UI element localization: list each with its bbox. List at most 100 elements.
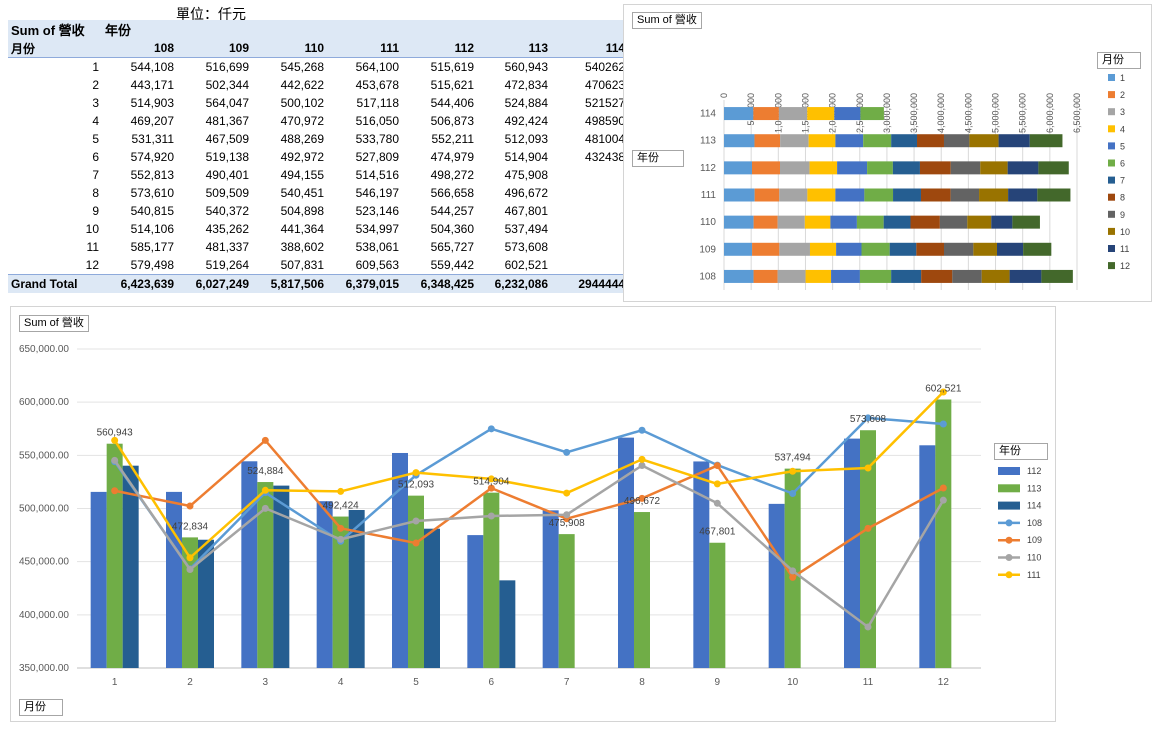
x-tick-label: 8 xyxy=(639,677,645,688)
value-cell: 467,509 xyxy=(205,132,249,146)
legend-label: 10 xyxy=(1120,227,1130,237)
table-row: 6 574,920 519,138 492,972 527,809 474,979 514,… xyxy=(8,148,628,166)
line-point xyxy=(412,539,420,547)
line-point xyxy=(337,524,345,532)
bar-segment xyxy=(860,107,884,121)
x-tick-label: 6 xyxy=(489,677,495,688)
legend-field-button[interactable]: 月份 xyxy=(1097,52,1141,69)
value-cell: 470623 xyxy=(585,78,626,92)
year-header: 114 xyxy=(551,39,629,58)
stacked-bar-chart[interactable]: Sum of 營收 年份 月份 0500,0001,000,0001,500,0… xyxy=(623,4,1152,302)
bar xyxy=(106,443,123,668)
value-cell: 585,177 xyxy=(130,240,174,254)
line-point xyxy=(337,535,345,543)
bar-segment xyxy=(1012,215,1040,229)
x-tick-label: 11 xyxy=(863,677,874,688)
value-cell xyxy=(551,220,628,238)
value-cell: 453,678 xyxy=(355,78,399,92)
axis-field-button[interactable]: 月份 xyxy=(19,699,63,716)
legend-label: 11 xyxy=(1120,244,1129,254)
bar-segment xyxy=(910,215,940,229)
bar xyxy=(542,510,559,668)
bar-segment xyxy=(952,269,982,283)
bar-segment xyxy=(777,215,805,229)
value-cell: 474,979 xyxy=(430,150,474,164)
year-header: 108 xyxy=(102,39,177,58)
series-line xyxy=(113,416,944,571)
value-cell: 573,608 xyxy=(504,240,548,254)
month-cell: 8 xyxy=(92,186,99,200)
month-cell: 5 xyxy=(92,132,99,146)
line-point xyxy=(563,511,571,519)
month-cell: 4 xyxy=(92,114,99,128)
value-cell: 469,207 xyxy=(130,114,174,128)
bar xyxy=(499,580,516,668)
month-cell: 2 xyxy=(92,78,99,92)
bar-segment xyxy=(919,161,951,175)
bar-segment xyxy=(835,134,864,148)
unit-label: 單位：仟元 xyxy=(176,6,246,22)
values-field-button[interactable]: Sum of 營收 xyxy=(19,315,89,332)
value-cell: 534,997 xyxy=(355,222,399,236)
month-cell: 1 xyxy=(92,60,99,74)
bar xyxy=(90,491,107,668)
line-point xyxy=(261,436,269,444)
legend-marker xyxy=(1005,571,1013,579)
bar-segment xyxy=(1008,188,1038,202)
value-cell: 509,509 xyxy=(205,186,249,200)
legend-marker xyxy=(1005,536,1013,544)
bar-segment xyxy=(883,215,911,229)
x-tick-label: 4 xyxy=(338,677,344,688)
line-point xyxy=(638,494,646,502)
value-cell: 559,442 xyxy=(430,258,474,272)
value-cell: 609,563 xyxy=(355,258,399,272)
table-row: 10 514,106 435,262 441,364 534,997 504,360 537… xyxy=(8,220,628,238)
bar-segment xyxy=(916,242,945,256)
value-cell: 500,102 xyxy=(280,96,324,110)
legend-swatch xyxy=(1108,91,1115,99)
bar-segment xyxy=(780,134,809,148)
legend-swatch xyxy=(1108,125,1115,133)
bar xyxy=(467,535,484,668)
bar-segment xyxy=(804,215,831,229)
line-point xyxy=(186,554,194,562)
line-point xyxy=(864,414,872,422)
grand-total-row: Grand Total 6,423,639 6,027,249 5,817,506 6,… xyxy=(8,274,629,293)
line-point xyxy=(111,456,119,464)
x-tick-label: 3,500,000 xyxy=(909,93,919,133)
value-cell: 498,272 xyxy=(430,168,474,182)
combo-chart[interactable]: Sum of 營收 月份 年份 350,000.00 400,000.00 450,… xyxy=(10,306,1056,722)
bar-segment xyxy=(892,161,920,175)
line-point xyxy=(939,496,947,504)
bar xyxy=(634,512,650,668)
bar-segment xyxy=(835,188,865,202)
legend-field-button[interactable]: 年份 xyxy=(994,443,1048,460)
line-point xyxy=(939,484,947,492)
bar-segment xyxy=(777,269,806,283)
legend-label: 114 xyxy=(1027,501,1041,511)
y-tick-label: 550,000.00 xyxy=(19,450,69,461)
axis-field-button[interactable]: 年份 xyxy=(632,150,684,167)
value-cell: 523,146 xyxy=(355,204,399,218)
bar xyxy=(122,465,139,668)
bar xyxy=(332,516,349,668)
value-cell: 490,401 xyxy=(205,168,249,182)
bar xyxy=(558,534,575,668)
bar-segment xyxy=(981,269,1010,283)
data-label: 492,424 xyxy=(323,501,360,512)
bar-segment xyxy=(996,242,1024,256)
bar xyxy=(166,491,182,668)
data-label: 524,884 xyxy=(247,466,284,477)
value-cell: 515,621 xyxy=(430,78,474,92)
bar xyxy=(348,509,365,668)
value-cell: 544,406 xyxy=(430,96,474,110)
col-field-label: 年份 xyxy=(102,20,629,39)
y-tick-label: 108 xyxy=(699,271,716,282)
value-cell: 516,050 xyxy=(355,114,399,128)
value-cell: 502,344 xyxy=(205,78,249,92)
bar-segment xyxy=(754,188,780,202)
values-field-button[interactable]: Sum of 營收 xyxy=(632,12,702,29)
value-cell: 565,727 xyxy=(430,240,474,254)
line-point xyxy=(789,467,797,475)
value-cell: 512,093 xyxy=(504,132,548,146)
